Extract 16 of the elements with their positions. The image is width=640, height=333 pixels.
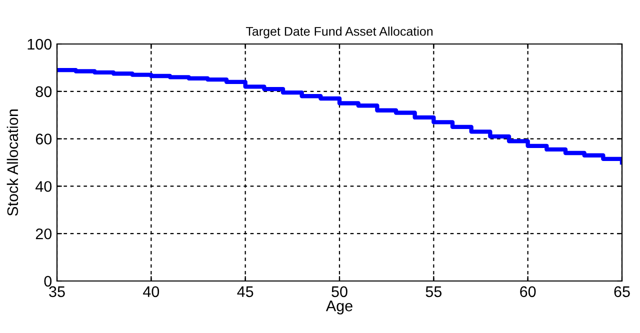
y-tick-label: 60 — [36, 134, 52, 144]
x-tick-label: 50 — [332, 286, 348, 298]
y-tick-label: 0 — [44, 276, 52, 287]
x-tick-label: 35 — [49, 286, 65, 298]
x-tick-label: 55 — [426, 286, 442, 298]
y-axis-title: Stock Allocation — [6, 110, 18, 216]
x-axis-title: Age — [326, 300, 352, 314]
chart-title: Target Date Fund Asset Allocation — [246, 26, 432, 38]
x-tick-label: 65 — [614, 286, 630, 298]
x-tick-label: 60 — [520, 286, 536, 298]
y-tick-label: 20 — [36, 228, 52, 240]
y-tick-label: 80 — [36, 86, 52, 98]
x-tick-label: 40 — [143, 286, 160, 298]
x-tick-label: 45 — [237, 286, 254, 298]
y-tick-label: 100 — [28, 38, 52, 50]
y-tick-label: 40 — [36, 181, 52, 192]
